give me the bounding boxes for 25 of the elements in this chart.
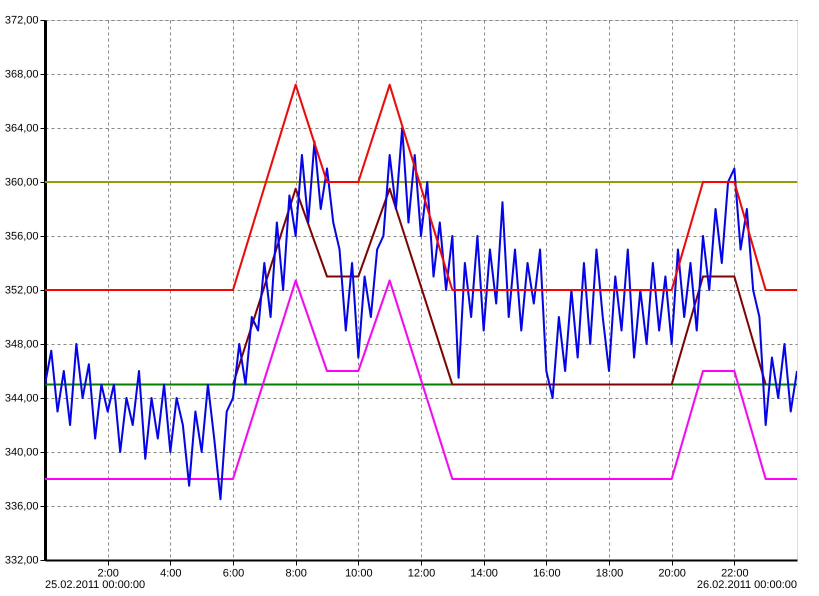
x-tick-label: 16:00 [533,568,561,580]
y-tick-label: 368,00 [4,68,38,80]
y-tick-label: 356,00 [4,230,38,242]
x-tick-label: 10:00 [345,568,373,580]
x-tick-label: 12:00 [408,568,436,580]
x-tick-label: 2:00 [97,568,119,580]
y-tick-label: 336,00 [4,500,38,512]
line-series [45,127,797,500]
y-tick-label: 372,00 [4,14,38,26]
text: 26.02.2011 00:00:00 [696,579,797,591]
y-tick-label: 332,00 [4,554,38,566]
x-tick-label: 6:00 [222,568,244,580]
y-tick-label: 340,00 [4,446,38,458]
y-tick-label: 364,00 [4,122,38,134]
x-tick-label: 22:00 [721,568,749,580]
y-tick-label: 344,00 [4,392,38,404]
y-tick-label: 352,00 [4,284,38,296]
x-tick-label: 14:00 [470,568,498,580]
text: 25.02.2011 00:00:00 [45,579,146,591]
x-tick-label: 20:00 [658,568,686,580]
y-tick-label: 348,00 [4,338,38,350]
x-tick-label: 18:00 [596,568,624,580]
x-tick-label: 8:00 [285,568,307,580]
y-tick-label: 360,00 [4,176,38,188]
x-tick-label: 4:00 [160,568,182,580]
